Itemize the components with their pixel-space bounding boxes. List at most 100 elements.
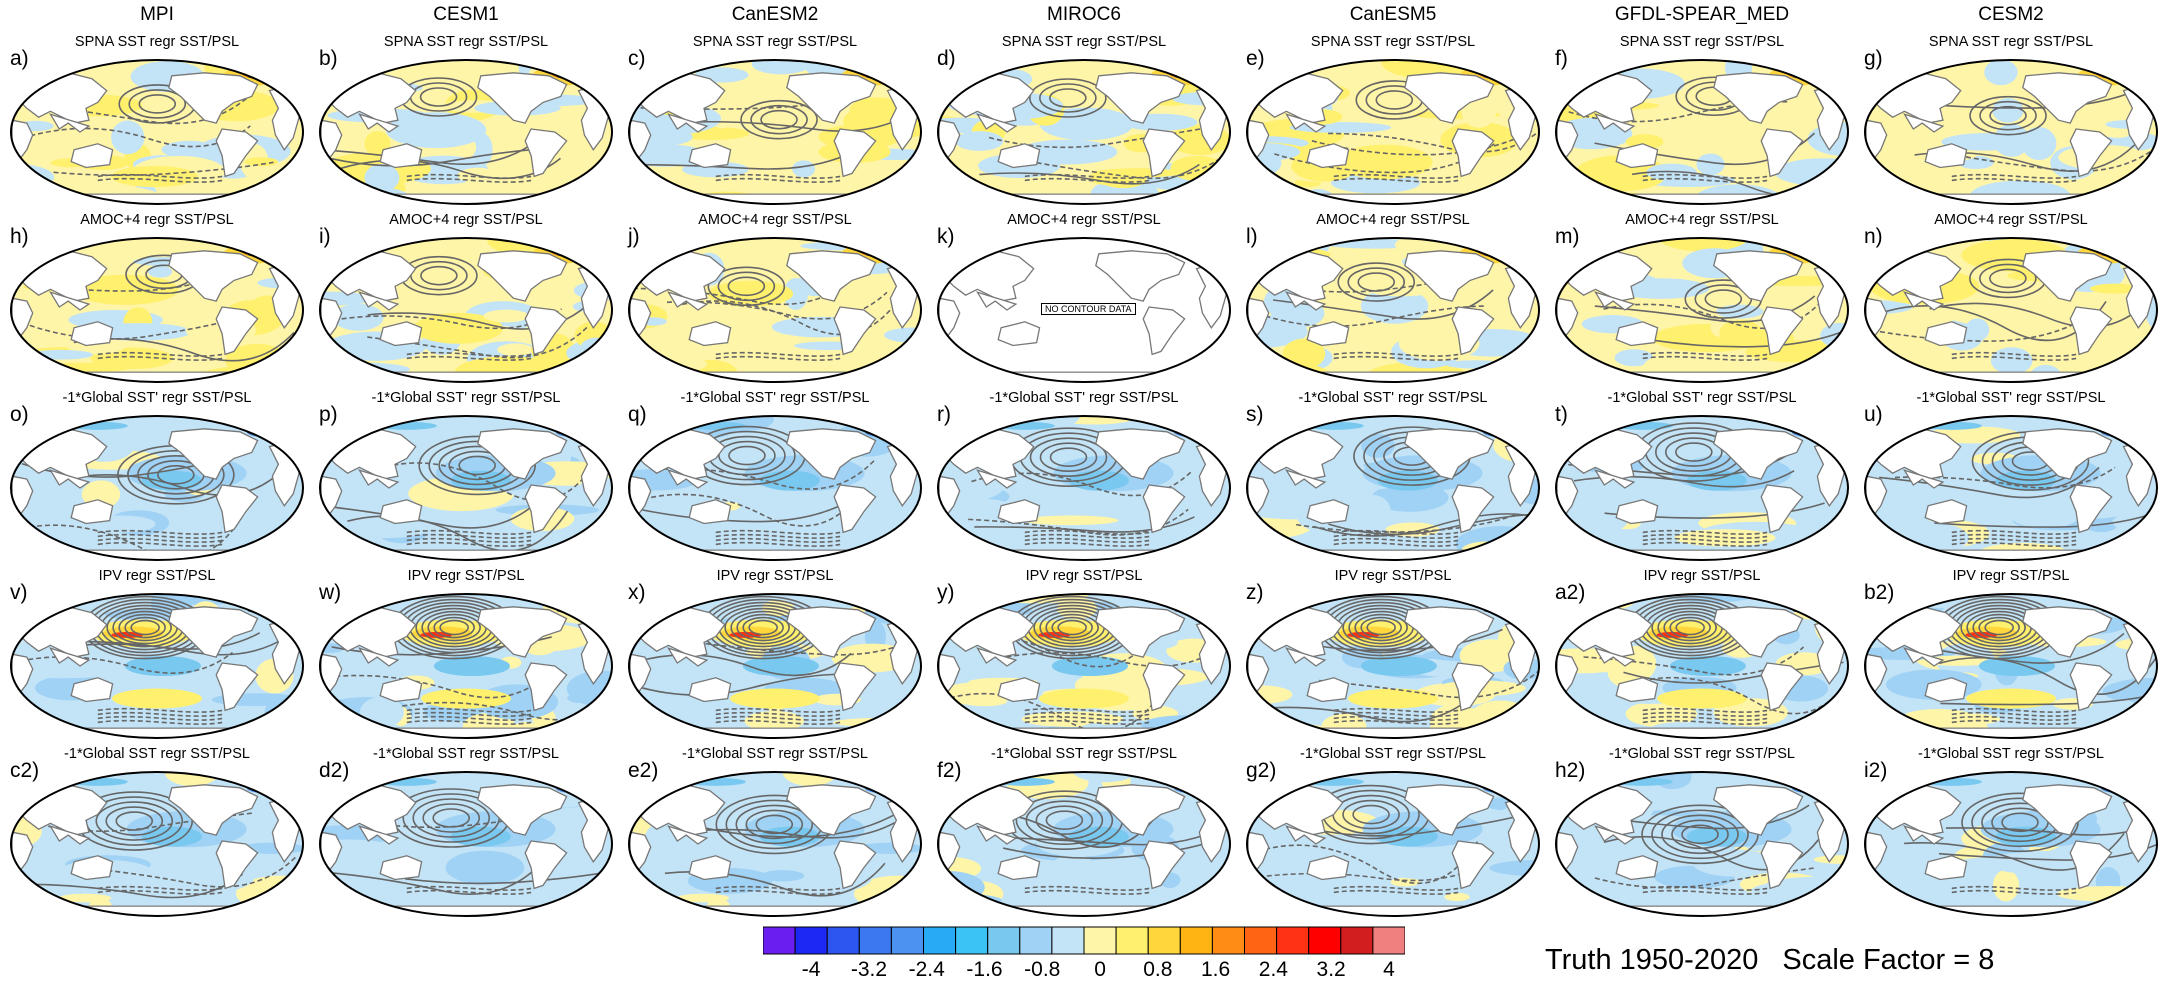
map-panel bbox=[937, 771, 1231, 917]
colorbar-swatch bbox=[1244, 926, 1278, 955]
map-panel bbox=[1246, 593, 1540, 739]
colorbar-tick-label: 2.4 bbox=[1258, 958, 1288, 981]
panel-label: x) bbox=[628, 581, 646, 604]
panel-label: i2) bbox=[1864, 759, 1888, 782]
panel-title: IPV regr SST/PSL bbox=[1952, 568, 2070, 584]
colorbar-swatch bbox=[987, 926, 1021, 955]
map-panel bbox=[319, 59, 613, 205]
map-panel bbox=[319, 593, 613, 739]
colorbar-swatch bbox=[1051, 926, 1085, 955]
map-panel bbox=[1864, 593, 2158, 739]
map-panel bbox=[1246, 237, 1540, 383]
column-header: MIROC6 bbox=[1047, 4, 1121, 25]
panel-title: SPNA SST regr SST/PSL bbox=[692, 34, 858, 50]
panel-title: AMOC+4 regr SST/PSL bbox=[698, 212, 852, 228]
colorbar bbox=[763, 926, 1405, 955]
column-header: CESM1 bbox=[433, 4, 499, 25]
panel-label: c2) bbox=[10, 759, 40, 782]
column-header: CanESM2 bbox=[731, 4, 819, 25]
colorbar-swatch bbox=[955, 926, 989, 955]
panel-title: AMOC+4 regr SST/PSL bbox=[389, 212, 543, 228]
panel-title: -1*Global SST regr SST/PSL bbox=[373, 746, 559, 762]
map-panel bbox=[1864, 237, 2158, 383]
panel-title: -1*Global SST' regr SST/PSL bbox=[680, 390, 870, 406]
map-panel bbox=[937, 59, 1231, 205]
map-panel bbox=[1864, 59, 2158, 205]
column-header: GFDL-SPEAR_MED bbox=[1614, 4, 1790, 25]
map-panel bbox=[1246, 59, 1540, 205]
panel-title: AMOC+4 regr SST/PSL bbox=[1934, 212, 2088, 228]
map-panel bbox=[1246, 415, 1540, 561]
panel-label: t) bbox=[1555, 403, 1568, 426]
truth-label: Truth 1950-2020 bbox=[1545, 944, 1759, 976]
colorbar-swatch bbox=[858, 926, 892, 955]
panel-label: h2) bbox=[1555, 759, 1586, 782]
panel-label: p) bbox=[319, 403, 338, 426]
scale-factor-label: Scale Factor = 8 bbox=[1782, 944, 1995, 976]
panel-label: z) bbox=[1246, 581, 1264, 604]
panel-label: q) bbox=[628, 403, 647, 426]
panel-label: j) bbox=[628, 225, 640, 248]
panel-title: AMOC+4 regr SST/PSL bbox=[80, 212, 234, 228]
colorbar-tick-label: 4 bbox=[1383, 958, 1395, 981]
panel-label: m) bbox=[1555, 225, 1580, 248]
panel-label: r) bbox=[937, 403, 951, 426]
column-header: CanESM5 bbox=[1349, 4, 1437, 25]
panel-title: IPV regr SST/PSL bbox=[1025, 568, 1143, 584]
panel-title: -1*Global SST' regr SST/PSL bbox=[1607, 390, 1797, 406]
panel-label: a2) bbox=[1555, 581, 1586, 604]
panel-title: IPV regr SST/PSL bbox=[716, 568, 834, 584]
panel-title: -1*Global SST' regr SST/PSL bbox=[1916, 390, 2106, 406]
panel-title: SPNA SST regr SST/PSL bbox=[1928, 34, 2094, 50]
map-panel bbox=[1555, 237, 1849, 383]
map-panel bbox=[319, 237, 613, 383]
map-panel bbox=[10, 415, 304, 561]
map-panel bbox=[1864, 771, 2158, 917]
panel-label: b) bbox=[319, 47, 338, 70]
footer-caption: Truth 1950-2020 Scale Factor = 8 bbox=[1545, 944, 2018, 977]
panel-title: -1*Global SST regr SST/PSL bbox=[991, 746, 1177, 762]
panel-title: IPV regr SST/PSL bbox=[407, 568, 525, 584]
colorbar-tick-label: -1.6 bbox=[966, 958, 1003, 981]
map-panel bbox=[1555, 771, 1849, 917]
panel-label: e2) bbox=[628, 759, 659, 782]
map-panel bbox=[1555, 415, 1849, 561]
panel-title: AMOC+4 regr SST/PSL bbox=[1625, 212, 1779, 228]
map-panel bbox=[628, 237, 922, 383]
panel-label: w) bbox=[319, 581, 342, 604]
panel-label: f2) bbox=[937, 759, 962, 782]
colorbar-swatch bbox=[923, 926, 957, 955]
panel-label: g) bbox=[1864, 47, 1883, 70]
panel-title: SPNA SST regr SST/PSL bbox=[74, 34, 240, 50]
panel-title: IPV regr SST/PSL bbox=[1643, 568, 1761, 584]
panel-label: g2) bbox=[1246, 759, 1277, 782]
map-panel bbox=[1864, 415, 2158, 561]
panel-label: y) bbox=[937, 581, 955, 604]
colorbar-tick-label: 0 bbox=[1094, 958, 1106, 981]
map-panel bbox=[937, 415, 1231, 561]
map-panel bbox=[10, 593, 304, 739]
map-panel bbox=[319, 771, 613, 917]
colorbar-swatch bbox=[1115, 926, 1149, 955]
panel-title: -1*Global SST regr SST/PSL bbox=[1918, 746, 2104, 762]
panel-title: -1*Global SST' regr SST/PSL bbox=[62, 390, 252, 406]
panel-title: IPV regr SST/PSL bbox=[98, 568, 216, 584]
panel-label: n) bbox=[1864, 225, 1883, 248]
map-panel bbox=[319, 415, 613, 561]
map-panel bbox=[1555, 593, 1849, 739]
panel-label: i) bbox=[319, 225, 331, 248]
map-panel bbox=[628, 593, 922, 739]
map-panel bbox=[628, 415, 922, 561]
colorbar-swatch bbox=[1147, 926, 1181, 955]
map-panel bbox=[628, 771, 922, 917]
panel-label: f) bbox=[1555, 47, 1568, 70]
panel-title: -1*Global SST' regr SST/PSL bbox=[371, 390, 561, 406]
no-data-notice: NO CONTOUR DATA bbox=[1041, 303, 1136, 315]
map-panel bbox=[10, 771, 304, 917]
panel-title: AMOC+4 regr SST/PSL bbox=[1316, 212, 1470, 228]
panel-label: b2) bbox=[1864, 581, 1895, 604]
panel-title: -1*Global SST regr SST/PSL bbox=[682, 746, 868, 762]
panel-label: s) bbox=[1246, 403, 1264, 426]
panel-label: k) bbox=[937, 225, 955, 248]
